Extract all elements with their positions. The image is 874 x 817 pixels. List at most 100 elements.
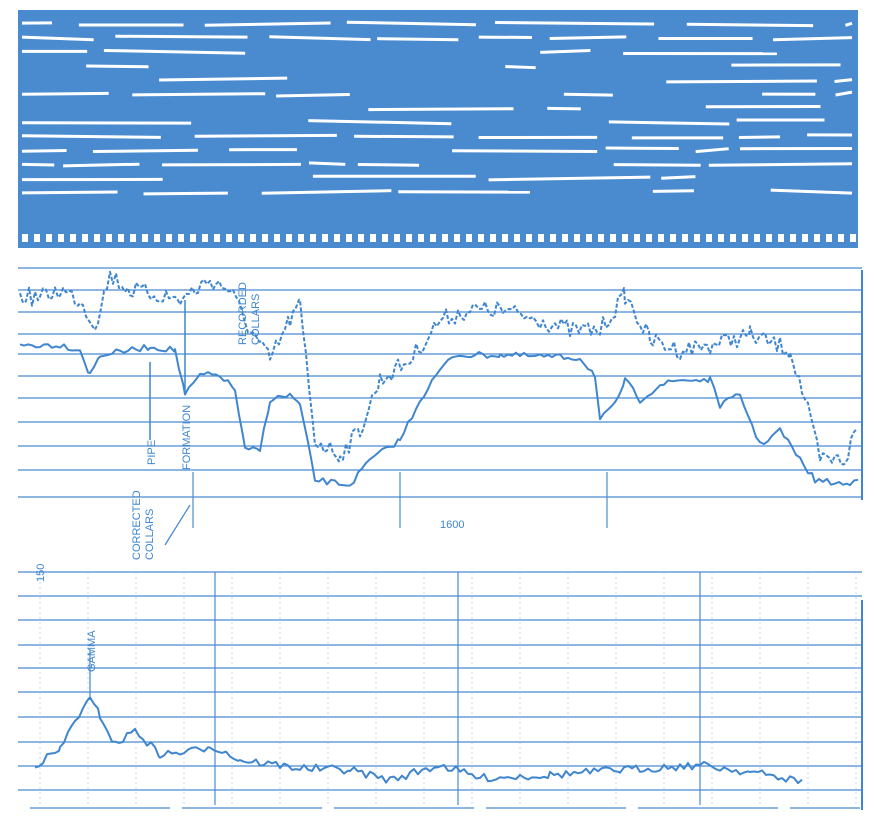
sprocket [766, 234, 772, 242]
streak [21, 134, 161, 139]
sprocket [538, 234, 544, 242]
streak [835, 90, 853, 97]
sprocket [850, 234, 856, 242]
streak [686, 22, 814, 28]
streak [354, 134, 454, 139]
label: COLLARS [250, 294, 262, 345]
streak [605, 146, 679, 151]
sprocket [94, 234, 100, 242]
streak [563, 92, 613, 97]
sprocket [226, 234, 232, 242]
streak [21, 162, 55, 167]
streak [346, 20, 476, 27]
streak [204, 21, 331, 27]
sprocket [718, 234, 724, 242]
sprocket [742, 234, 748, 242]
streak [21, 91, 109, 96]
streak [549, 35, 627, 40]
sprocket [202, 234, 208, 242]
sprocket [142, 234, 148, 242]
sprocket [394, 234, 400, 242]
streak [269, 35, 371, 42]
sprocket [562, 234, 568, 242]
sprocket [526, 234, 532, 242]
sprocket [106, 234, 112, 242]
arrow [164, 504, 191, 546]
sprocket [646, 234, 652, 242]
streak [505, 65, 536, 70]
sprocket [262, 234, 268, 242]
streak [308, 161, 346, 166]
sprocket [190, 234, 196, 242]
sprocket [466, 234, 472, 242]
streak [666, 79, 817, 84]
sprocket [130, 234, 136, 242]
sprocket [478, 234, 484, 242]
streak [738, 135, 781, 140]
streak [844, 21, 853, 27]
sprocket [334, 234, 340, 242]
sprocket [286, 234, 292, 242]
sprocket [442, 234, 448, 242]
sprocket [490, 234, 496, 242]
streak [652, 189, 694, 193]
sprocket [22, 234, 28, 242]
sprocket [826, 234, 832, 242]
sprocket [574, 234, 580, 242]
sprocket [454, 234, 460, 242]
gamma-curve [34, 696, 803, 785]
sprocket [250, 234, 256, 242]
streak [21, 190, 118, 195]
sprocket [358, 234, 364, 242]
sprocket [694, 234, 700, 242]
streak [86, 64, 149, 69]
streak [834, 78, 853, 84]
streak [63, 162, 140, 168]
sprocket [658, 234, 664, 242]
streak [115, 34, 248, 39]
streak [92, 148, 198, 153]
streak [103, 48, 246, 55]
sprocket [166, 234, 172, 242]
sprocket [814, 234, 820, 242]
sprocket [802, 234, 808, 242]
sprocket [430, 234, 436, 242]
seismic-band [18, 10, 858, 248]
sprocket [730, 234, 736, 242]
sprocket [46, 234, 52, 242]
streak [377, 37, 459, 42]
streak [708, 162, 853, 167]
streak [357, 163, 420, 167]
label: FORMATION [181, 405, 193, 470]
sprocket [154, 234, 160, 242]
sprocket [634, 234, 640, 242]
band-lines [21, 20, 856, 242]
sprocket [178, 234, 184, 242]
sprocket [778, 234, 784, 242]
streak [613, 163, 701, 167]
sprocket [382, 234, 388, 242]
sprocket [406, 234, 412, 242]
formation-curve [19, 343, 859, 487]
streak [308, 119, 452, 126]
collar-curve [19, 270, 858, 466]
label: RECORDED [237, 282, 249, 345]
streak [494, 20, 655, 26]
streak [21, 35, 94, 42]
sprocket [682, 234, 688, 242]
label: CORRECTED [131, 490, 143, 560]
sprocket [310, 234, 316, 242]
streak [661, 175, 696, 180]
streak [132, 92, 266, 97]
depth-label: 1600 [440, 519, 464, 531]
streak [368, 107, 514, 112]
sprocket [58, 234, 64, 242]
sprocket [790, 234, 796, 242]
sprocket [670, 234, 676, 242]
sprocket [754, 234, 760, 242]
streak [695, 147, 729, 154]
sprocket [706, 234, 712, 242]
sprocket [550, 234, 556, 242]
sprocket [214, 234, 220, 242]
